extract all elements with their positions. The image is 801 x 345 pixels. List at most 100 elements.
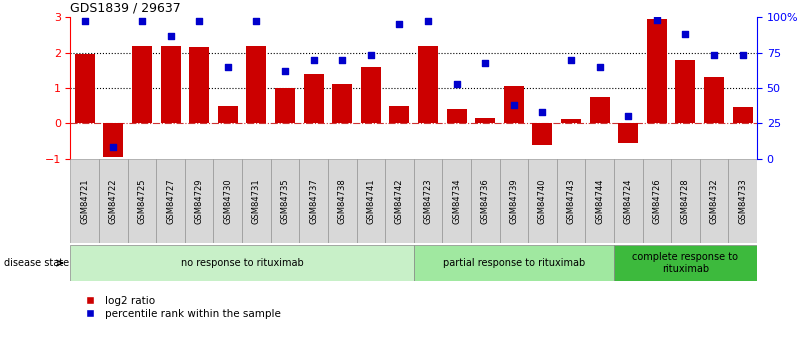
Bar	[218, 106, 238, 123]
Text: GSM84741: GSM84741	[366, 178, 376, 224]
FancyBboxPatch shape	[586, 159, 614, 243]
Text: GSM84744: GSM84744	[595, 178, 604, 224]
Bar	[160, 46, 180, 123]
Point	[193, 19, 206, 24]
FancyBboxPatch shape	[500, 159, 528, 243]
Point	[107, 145, 120, 150]
Point	[565, 57, 578, 62]
Bar	[103, 123, 123, 157]
Bar	[704, 77, 724, 123]
Point	[736, 53, 749, 58]
Bar	[475, 118, 495, 123]
FancyBboxPatch shape	[300, 159, 328, 243]
FancyBboxPatch shape	[328, 159, 356, 243]
Point	[308, 57, 320, 62]
Text: GSM84723: GSM84723	[424, 178, 433, 224]
Point	[135, 19, 148, 24]
FancyBboxPatch shape	[127, 159, 156, 243]
Text: disease state: disease state	[4, 258, 69, 268]
Point	[650, 17, 663, 23]
FancyBboxPatch shape	[70, 245, 413, 281]
Text: GSM84743: GSM84743	[566, 178, 576, 224]
Point	[536, 109, 549, 115]
Point	[450, 81, 463, 87]
Point	[78, 19, 91, 24]
Bar	[389, 106, 409, 123]
Point	[250, 19, 263, 24]
Text: GSM84724: GSM84724	[624, 178, 633, 224]
Bar	[332, 85, 352, 123]
Text: GSM84738: GSM84738	[338, 178, 347, 224]
Bar	[74, 55, 95, 123]
Bar	[247, 46, 267, 123]
Text: GSM84742: GSM84742	[395, 178, 404, 224]
Point	[221, 64, 234, 70]
FancyBboxPatch shape	[671, 159, 700, 243]
Bar	[189, 47, 209, 123]
FancyBboxPatch shape	[70, 159, 99, 243]
Point	[164, 33, 177, 38]
FancyBboxPatch shape	[471, 159, 500, 243]
FancyBboxPatch shape	[700, 159, 728, 243]
Bar	[447, 109, 467, 123]
Text: GSM84734: GSM84734	[452, 178, 461, 224]
Legend: log2 ratio, percentile rank within the sample: log2 ratio, percentile rank within the s…	[76, 292, 285, 323]
Bar	[733, 107, 753, 123]
FancyBboxPatch shape	[385, 159, 413, 243]
Point	[479, 60, 492, 65]
Bar	[360, 67, 380, 123]
Text: GDS1839 / 29637: GDS1839 / 29637	[70, 2, 181, 15]
Bar	[647, 19, 667, 123]
Text: GSM84740: GSM84740	[538, 178, 547, 224]
Bar	[275, 88, 295, 123]
Text: GSM84729: GSM84729	[195, 178, 203, 224]
Text: GSM84735: GSM84735	[280, 178, 289, 224]
Text: partial response to rituximab: partial response to rituximab	[443, 258, 585, 268]
Text: GSM84728: GSM84728	[681, 178, 690, 224]
Text: GSM84727: GSM84727	[166, 178, 175, 224]
Point	[707, 53, 720, 58]
Bar	[533, 123, 553, 145]
Text: GSM84736: GSM84736	[481, 178, 489, 224]
FancyBboxPatch shape	[99, 159, 127, 243]
Text: GSM84721: GSM84721	[80, 178, 89, 224]
Point	[594, 64, 606, 70]
Point	[507, 102, 520, 108]
Bar	[132, 46, 152, 123]
FancyBboxPatch shape	[214, 159, 242, 243]
FancyBboxPatch shape	[356, 159, 385, 243]
Text: GSM84732: GSM84732	[710, 178, 718, 224]
Text: GSM84731: GSM84731	[252, 178, 261, 224]
FancyBboxPatch shape	[528, 159, 557, 243]
Text: no response to rituximab: no response to rituximab	[181, 258, 304, 268]
FancyBboxPatch shape	[728, 159, 757, 243]
FancyBboxPatch shape	[413, 245, 614, 281]
Bar	[504, 86, 524, 123]
FancyBboxPatch shape	[185, 159, 214, 243]
Point	[336, 57, 348, 62]
FancyBboxPatch shape	[442, 159, 471, 243]
Bar	[304, 74, 324, 123]
Text: complete response to
rituximab: complete response to rituximab	[633, 252, 739, 274]
FancyBboxPatch shape	[413, 159, 442, 243]
Bar	[618, 123, 638, 143]
FancyBboxPatch shape	[614, 159, 642, 243]
Text: GSM84733: GSM84733	[739, 178, 747, 224]
Bar	[675, 60, 695, 123]
FancyBboxPatch shape	[642, 159, 671, 243]
Point	[279, 68, 292, 74]
FancyBboxPatch shape	[614, 245, 757, 281]
Bar	[590, 97, 610, 123]
Text: GSM84726: GSM84726	[652, 178, 662, 224]
Bar	[561, 119, 581, 123]
Text: GSM84725: GSM84725	[138, 178, 147, 224]
FancyBboxPatch shape	[557, 159, 586, 243]
FancyBboxPatch shape	[271, 159, 300, 243]
Text: GSM84722: GSM84722	[109, 178, 118, 224]
Point	[622, 114, 634, 119]
Text: GSM84737: GSM84737	[309, 178, 318, 224]
Point	[393, 21, 406, 27]
Point	[421, 19, 434, 24]
Text: GSM84730: GSM84730	[223, 178, 232, 224]
Text: GSM84739: GSM84739	[509, 178, 518, 224]
